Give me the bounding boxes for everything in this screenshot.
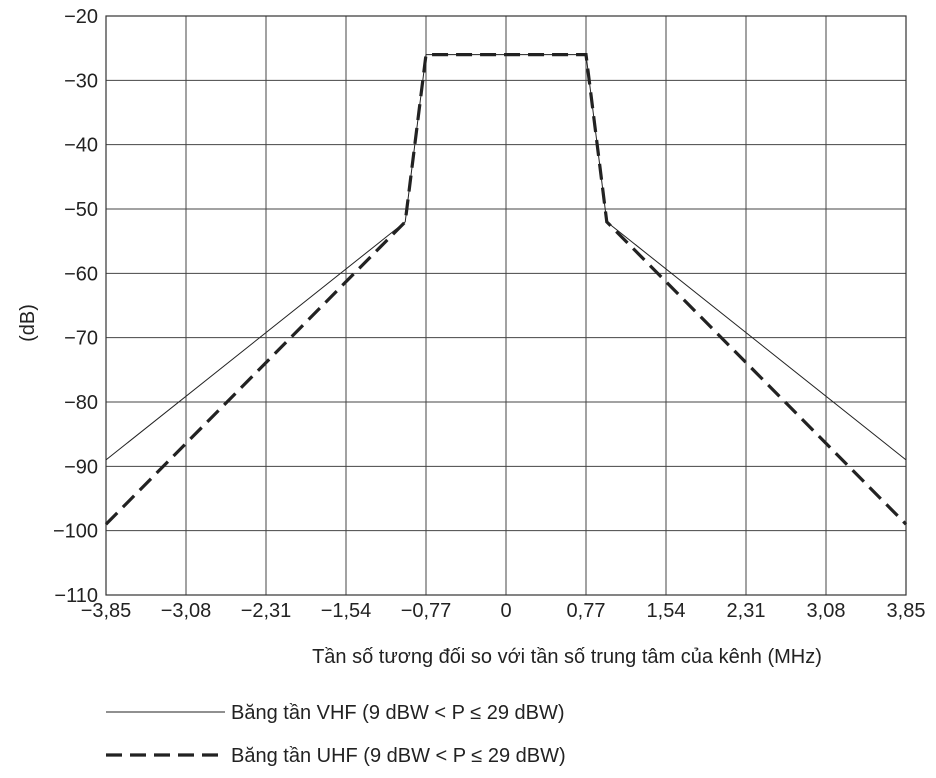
y-tick-label: −50 — [64, 199, 98, 221]
x-tick-label: 1,54 — [647, 600, 686, 622]
y-tick-label: −30 — [64, 70, 98, 92]
x-tick-label: 0 — [500, 600, 511, 622]
grid — [105, 15, 907, 596]
y-tick-label: −60 — [64, 263, 98, 285]
plot-frame — [105, 15, 907, 596]
x-tick-label: 2,31 — [727, 600, 766, 622]
x-tick-label: −0,77 — [401, 600, 452, 622]
y-axis-title: (dB) — [17, 304, 39, 342]
x-tick-label: −1,54 — [321, 600, 372, 622]
x-tick-label: −3,85 — [81, 600, 132, 622]
x-tick-label: 0,77 — [567, 600, 606, 622]
y-tick-label: −80 — [64, 392, 98, 414]
legend: Băng tần VHF (9 dBW < P ≤ 29 dBW) Băng tầ… — [106, 702, 566, 767]
y-tick-label: −100 — [53, 521, 98, 543]
series-line-uhf — [104, 53, 908, 526]
series-group — [104, 53, 908, 526]
axes — [105, 15, 907, 596]
x-tick-label: 3,08 — [807, 600, 846, 622]
y-tick-label: −90 — [64, 456, 98, 478]
legend-label-uhf: Băng tần UHF (9 dBW < P ≤ 29 dBW) — [231, 745, 566, 767]
x-tick-label: −2,31 — [241, 600, 292, 622]
y-tick-label: −70 — [64, 328, 98, 350]
x-axis-title: Tần số tương đối so với tần số trung tâm… — [312, 646, 822, 668]
y-tick-label: −40 — [64, 135, 98, 157]
x-tick-label: −3,08 — [161, 600, 212, 622]
x-tick-labels: −3,85 −3,08 −2,31 −1,54 −0,77 0 0,77 1,54 2,31 3,… — [81, 600, 926, 622]
x-tick-label: 3,85 — [887, 600, 926, 622]
legend-label-vhf: Băng tần VHF (9 dBW < P ≤ 29 dBW) — [231, 702, 565, 724]
y-tick-label: −20 — [64, 6, 98, 28]
y-tick-label: −110 — [54, 585, 98, 607]
y-tick-labels: −20 −30 −40 −50 −60 −70 −80 −90 −100 −110 — [53, 6, 98, 607]
